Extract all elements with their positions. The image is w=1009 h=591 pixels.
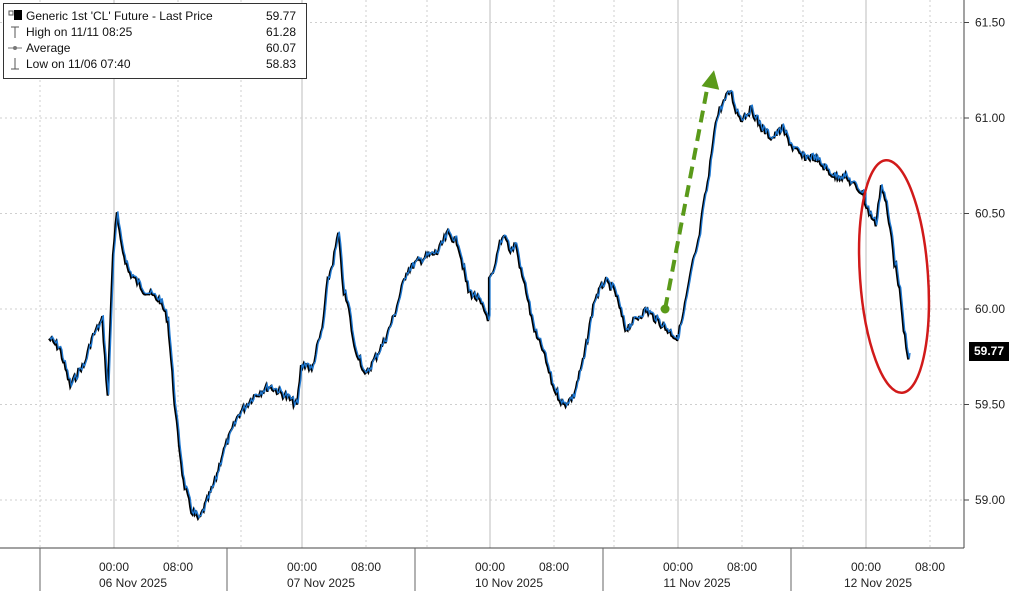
date-label: 06 Nov 2025 <box>99 576 167 590</box>
legend: Generic 1st 'CL' Future - Last Price 59.… <box>3 3 307 79</box>
last-price-tag: 59.77 <box>969 342 1009 361</box>
date-label: 12 Nov 2025 <box>844 576 912 590</box>
arrow-head <box>701 70 720 90</box>
x-axis-labels: 00:00 08:00 00:00 08:00 00:00 08:00 00:00 08:00… <box>99 560 945 590</box>
x-tick-label: 08:00 <box>539 560 569 574</box>
y-tick-label: 59.00 <box>975 493 1005 507</box>
legend-label: Low on 11/06 07:40 <box>26 57 131 71</box>
x-tick-label: 00:00 <box>475 560 505 574</box>
y-tick-label: 60.00 <box>975 302 1005 316</box>
date-label: 10 Nov 2025 <box>475 576 543 590</box>
legend-value: 60.07 <box>265 41 296 55</box>
y-tick-label: 61.50 <box>975 16 1005 30</box>
x-tick-label: 00:00 <box>99 560 129 574</box>
date-label: 11 Nov 2025 <box>663 576 730 590</box>
legend-entry-average: Average 60.07 <box>8 40 302 56</box>
x-tick-label: 00:00 <box>287 560 317 574</box>
series-line <box>48 89 911 522</box>
legend-label: Generic 1st 'CL' Future - Last Price <box>26 9 213 23</box>
x-tick-label: 08:00 <box>163 560 193 574</box>
x-tick-label: 08:00 <box>915 560 945 574</box>
red-circle-highlight <box>857 159 931 395</box>
y-tick-label: 59.50 <box>975 398 1005 412</box>
y-axis-labels: 59.00 59.50 60.00 60.50 61.00 61.50 <box>975 16 1005 508</box>
green-dashed-arrow <box>663 83 710 310</box>
gridlines <box>0 0 964 548</box>
arrow-start-dot <box>660 304 670 314</box>
filled-square-icon <box>8 8 22 24</box>
x-tick-label: 08:00 <box>727 560 757 574</box>
legend-label: Average <box>26 41 71 55</box>
price-series-line <box>49 89 911 520</box>
date-label: 07 Nov 2025 <box>287 576 355 590</box>
legend-value: 59.77 <box>265 9 296 23</box>
low-marker-icon <box>8 56 22 72</box>
x-tick-label: 00:00 <box>851 560 881 574</box>
average-line-icon <box>8 40 22 56</box>
legend-value: 58.83 <box>265 57 296 71</box>
legend-entry-low: Low on 11/06 07:40 58.83 <box>8 56 302 72</box>
legend-label: High on 11/11 08:25 <box>26 25 133 39</box>
x-tick-label: 08:00 <box>351 560 381 574</box>
y-tick-label: 60.50 <box>975 207 1005 221</box>
high-marker-icon <box>8 24 22 40</box>
legend-entry-last-price: Generic 1st 'CL' Future - Last Price 59.… <box>8 8 302 24</box>
legend-entry-high: High on 11/11 08:25 61.28 <box>8 24 302 40</box>
y-tick-label: 61.00 <box>975 111 1005 125</box>
x-tick-label: 00:00 <box>663 560 693 574</box>
legend-value: 61.28 <box>265 25 296 39</box>
axes <box>0 0 969 591</box>
annotations <box>660 70 931 395</box>
